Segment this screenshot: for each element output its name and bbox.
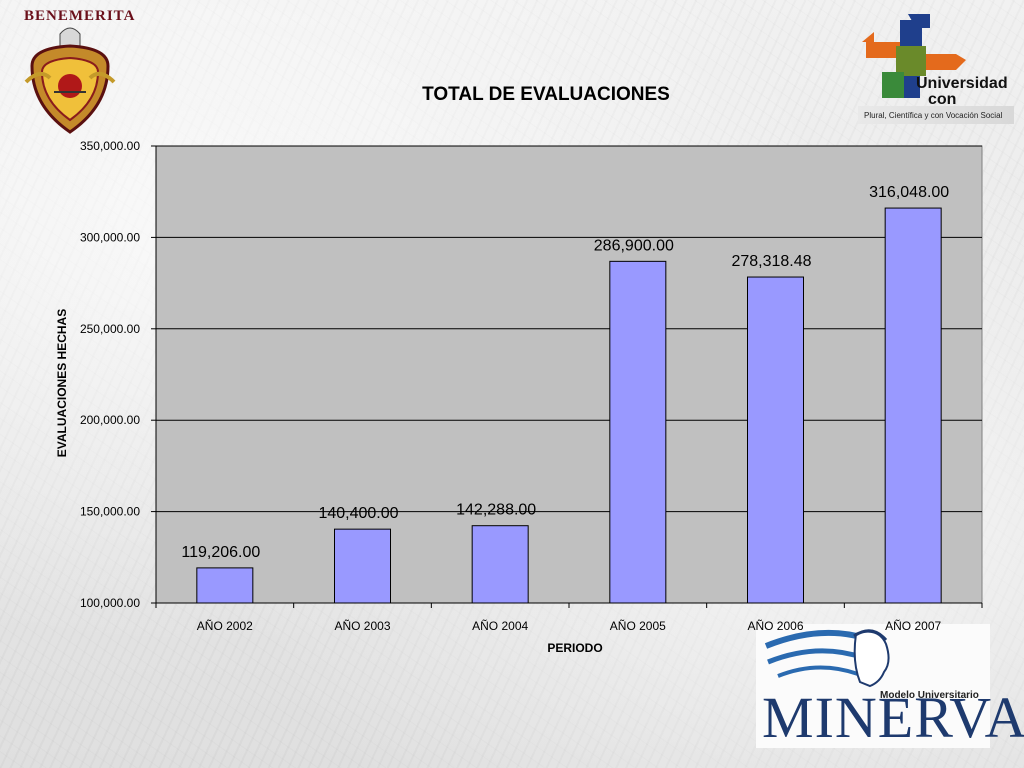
bar [334,528,391,604]
data-label: 278,318.48 [731,253,811,270]
bar [609,260,667,604]
universidad-con-rumbo-logo: Universidad con Rumbo Plural, Científica… [858,12,1014,124]
buap-logo: BENEMERITA [24,6,134,138]
x-tick-label: AÑO 2006 [747,619,803,633]
bar [747,276,804,604]
x-tick-label: AÑO 2003 [334,619,390,633]
x-axis-title: PERIODO [547,641,602,655]
plot-area [155,145,983,604]
x-tick-label: AÑO 2002 [197,619,253,633]
y-tick-label: 350,000.00 [80,139,140,153]
data-label: 140,400.00 [318,505,398,522]
minerva-logo: Modelo Universitario MINERVA [756,624,1024,750]
x-tick-label: AÑO 2007 [885,619,941,633]
ur-subtitle: Plural, Científica y con Vocación Social [864,111,1003,120]
cross-arrows-icon [862,14,966,98]
data-label: 316,048.00 [869,184,949,201]
minerva-title: MINERVA [762,685,1024,750]
y-tick-label: 200,000.00 [80,413,140,427]
data-label: 286,900.00 [594,237,674,254]
data-label: 119,206.00 [181,544,260,561]
buap-logo-text: BENEMERITA [24,8,136,24]
shield-emblem-icon [24,27,116,134]
ur-subtitle-band [858,106,1014,124]
bar [471,525,529,604]
data-label: 142,288.00 [456,502,536,519]
y-tick-label: 300,000.00 [80,230,140,244]
chart-title: TOTAL DE EVALUACIONES [422,84,670,105]
x-tick-label: AÑO 2004 [472,619,528,633]
ur-title-line-1: Universidad [916,75,1008,92]
y-tick-label: 250,000.00 [80,322,140,336]
x-tick-label: AÑO 2005 [610,619,666,633]
minerva-subtitle: Modelo Universitario [880,690,979,701]
bar [196,567,254,604]
bar [884,207,942,604]
y-tick-label: 150,000.00 [80,505,140,519]
minerva-head-icon [764,629,890,688]
y-tick-label: 100,000.00 [80,596,140,610]
y-axis-title: EVALUACIONES HECHAS [55,309,69,457]
